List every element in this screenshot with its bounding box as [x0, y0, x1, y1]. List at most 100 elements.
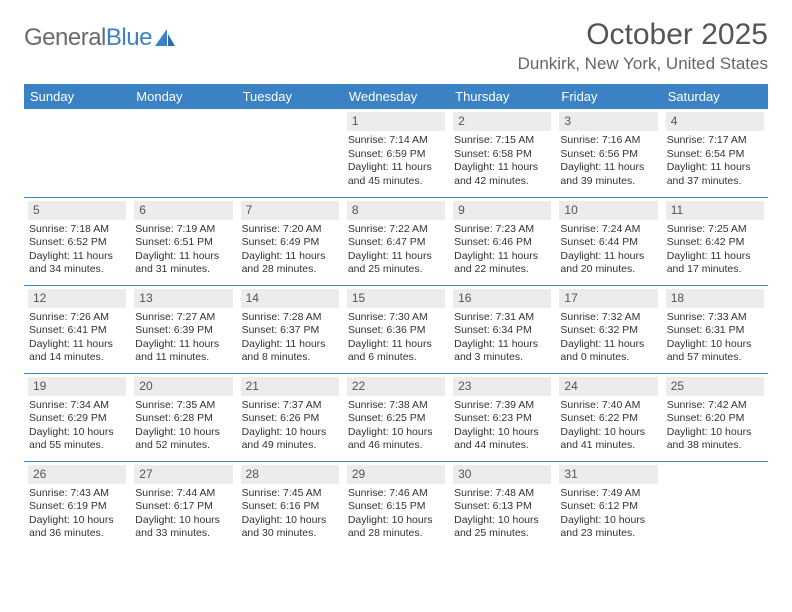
day-detail-line: Sunset: 6:19 PM: [29, 500, 125, 513]
weekday-header: Wednesday: [343, 84, 449, 109]
weekday-header: Thursday: [449, 84, 555, 109]
calendar-day-cell: 31Sunrise: 7:49 AMSunset: 6:12 PMDayligh…: [555, 461, 661, 549]
calendar-day-cell: 26Sunrise: 7:43 AMSunset: 6:19 PMDayligh…: [24, 461, 130, 549]
day-detail-line: Sunrise: 7:45 AM: [242, 487, 338, 500]
day-detail-line: Daylight: 11 hours and 37 minutes.: [667, 161, 763, 188]
day-detail-line: Sunset: 6:23 PM: [454, 412, 550, 425]
day-detail-line: Sunset: 6:41 PM: [29, 324, 125, 337]
day-detail-line: Daylight: 11 hours and 25 minutes.: [348, 250, 444, 277]
day-detail-line: Sunset: 6:31 PM: [667, 324, 763, 337]
day-detail-line: Sunset: 6:16 PM: [242, 500, 338, 513]
day-detail-line: Sunrise: 7:18 AM: [29, 223, 125, 236]
calendar-day-cell: 25 Sunrise: 7:42 AMSunset: 6:20 PMDayligh…: [662, 373, 768, 461]
calendar-day-cell: 15Sunrise: 7:30 AMSunset: 6:36 PMDayligh…: [343, 285, 449, 373]
day-detail-line: Sunset: 6:36 PM: [348, 324, 444, 337]
day-detail-line: Daylight: 10 hours and 23 minutes.: [560, 514, 656, 541]
day-number: 27: [134, 465, 232, 484]
weekday-header: Sunday: [24, 84, 130, 109]
day-detail-line: Sunset: 6:15 PM: [348, 500, 444, 513]
weekday-header: Saturday: [662, 84, 768, 109]
day-detail-line: Sunrise: 7:48 AM: [454, 487, 550, 500]
day-detail-line: Daylight: 10 hours and 36 minutes.: [29, 514, 125, 541]
day-detail-line: Daylight: 11 hours and 42 minutes.: [454, 161, 550, 188]
day-detail-text: Sunrise: 7:28 AMSunset: 6:37 PMDaylight:…: [241, 311, 339, 365]
calendar-day-cell: 28Sunrise: 7:45 AMSunset: 6:16 PMDayligh…: [237, 461, 343, 549]
day-number: 6: [134, 201, 232, 220]
day-detail-line: Sunrise: 7:42 AM: [667, 399, 763, 412]
day-number: 14: [241, 289, 339, 308]
day-detail-line: Daylight: 11 hours and 22 minutes.: [454, 250, 550, 277]
day-detail-line: Sunrise: 7:25 AM: [667, 223, 763, 236]
day-detail-line: Sunrise: 7:33 AM: [667, 311, 763, 324]
day-detail-line: Sunset: 6:56 PM: [560, 148, 656, 161]
calendar-day-cell: 21Sunrise: 7:37 AMSunset: 6:26 PMDayligh…: [237, 373, 343, 461]
brand-sail-icon: [154, 28, 176, 48]
month-title: October 2025: [518, 18, 768, 52]
day-detail-text: Sunrise: 7:35 AMSunset: 6:28 PMDaylight:…: [134, 399, 232, 453]
day-detail-line: Daylight: 11 hours and 45 minutes.: [348, 161, 444, 188]
calendar-day-cell: [130, 109, 236, 197]
day-number: 28: [241, 465, 339, 484]
calendar-table: Sunday Monday Tuesday Wednesday Thursday…: [24, 84, 768, 549]
day-detail-line: Sunset: 6:51 PM: [135, 236, 231, 249]
day-detail-text: Sunrise: 7:48 AMSunset: 6:13 PMDaylight:…: [453, 487, 551, 541]
day-detail-text: Sunrise: 7:19 AMSunset: 6:51 PMDaylight:…: [134, 223, 232, 277]
day-detail-line: Daylight: 11 hours and 8 minutes.: [242, 338, 338, 365]
day-detail-text: Sunrise: 7:34 AMSunset: 6:29 PMDaylight:…: [28, 399, 126, 453]
day-detail-text: Sunrise: 7:43 AMSunset: 6:19 PMDaylight:…: [28, 487, 126, 541]
day-detail-line: Sunrise: 7:40 AM: [560, 399, 656, 412]
day-detail-text: Sunrise: 7:20 AMSunset: 6:49 PMDaylight:…: [241, 223, 339, 277]
day-detail-text: Sunrise: 7:26 AMSunset: 6:41 PMDaylight:…: [28, 311, 126, 365]
day-number: 25: [666, 377, 764, 396]
day-detail-line: Daylight: 10 hours and 33 minutes.: [135, 514, 231, 541]
day-detail-line: Sunrise: 7:31 AM: [454, 311, 550, 324]
day-detail-line: Sunrise: 7:26 AM: [29, 311, 125, 324]
day-detail-line: Daylight: 11 hours and 31 minutes.: [135, 250, 231, 277]
day-number: 29: [347, 465, 445, 484]
calendar-day-cell: 5Sunrise: 7:18 AMSunset: 6:52 PMDaylight…: [24, 197, 130, 285]
brand-part2: Blue: [106, 24, 152, 52]
day-detail-text: Sunrise: 7:25 AMSunset: 6:42 PMDaylight:…: [666, 223, 764, 277]
calendar-day-cell: 6 Sunrise: 7:19 AMSunset: 6:51 PMDaylight…: [130, 197, 236, 285]
weekday-header: Monday: [130, 84, 236, 109]
day-detail-text: Sunrise: 7:49 AMSunset: 6:12 PMDaylight:…: [559, 487, 657, 541]
calendar-day-cell: 4Sunrise: 7:17 AMSunset: 6:54 PMDaylight…: [662, 109, 768, 197]
day-detail-line: Daylight: 11 hours and 11 minutes.: [135, 338, 231, 365]
day-number: 10: [559, 201, 657, 220]
day-detail-text: Sunrise: 7:40 AMSunset: 6:22 PMDaylight:…: [559, 399, 657, 453]
day-detail-line: Sunset: 6:42 PM: [667, 236, 763, 249]
calendar-day-cell: [24, 109, 130, 197]
calendar-week-row: 1Sunrise: 7:14 AMSunset: 6:59 PMDaylight…: [24, 109, 768, 197]
day-detail-line: Sunrise: 7:44 AM: [135, 487, 231, 500]
day-detail-line: Daylight: 10 hours and 57 minutes.: [667, 338, 763, 365]
day-detail-line: Sunset: 6:44 PM: [560, 236, 656, 249]
calendar-day-cell: 22Sunrise: 7:38 AMSunset: 6:25 PMDayligh…: [343, 373, 449, 461]
day-number: 3: [559, 112, 657, 131]
location-text: Dunkirk, New York, United States: [518, 54, 768, 74]
calendar-day-cell: 18Sunrise: 7:33 AMSunset: 6:31 PMDayligh…: [662, 285, 768, 373]
brand-logo: GeneralBlue: [24, 18, 176, 52]
calendar-day-cell: 27 Sunrise: 7:44 AMSunset: 6:17 PMDayligh…: [130, 461, 236, 549]
day-detail-line: Sunrise: 7:16 AM: [560, 134, 656, 147]
day-detail-line: Sunset: 6:58 PM: [454, 148, 550, 161]
calendar-day-cell: 10Sunrise: 7:24 AMSunset: 6:44 PMDayligh…: [555, 197, 661, 285]
day-number: 7: [241, 201, 339, 220]
day-detail-line: Sunset: 6:59 PM: [348, 148, 444, 161]
day-detail-line: Sunrise: 7:43 AM: [29, 487, 125, 500]
day-detail-line: Sunset: 6:47 PM: [348, 236, 444, 249]
day-detail-line: Sunrise: 7:27 AM: [135, 311, 231, 324]
calendar-week-row: 26Sunrise: 7:43 AMSunset: 6:19 PMDayligh…: [24, 461, 768, 549]
day-detail-line: Sunset: 6:28 PM: [135, 412, 231, 425]
calendar-day-cell: 2Sunrise: 7:15 AMSunset: 6:58 PMDaylight…: [449, 109, 555, 197]
day-detail-text: Sunrise: 7:42 AMSunset: 6:20 PMDaylight:…: [666, 399, 764, 453]
calendar-day-cell: [237, 109, 343, 197]
day-detail-line: Sunset: 6:22 PM: [560, 412, 656, 425]
day-number: 21: [241, 377, 339, 396]
day-number: 8: [347, 201, 445, 220]
day-detail-text: Sunrise: 7:44 AMSunset: 6:17 PMDaylight:…: [134, 487, 232, 541]
day-detail-line: Daylight: 11 hours and 14 minutes.: [29, 338, 125, 365]
calendar-day-cell: 8 Sunrise: 7:22 AMSunset: 6:47 PMDaylight…: [343, 197, 449, 285]
calendar-day-cell: 29Sunrise: 7:46 AMSunset: 6:15 PMDayligh…: [343, 461, 449, 549]
day-detail-text: Sunrise: 7:22 AMSunset: 6:47 PMDaylight:…: [347, 223, 445, 277]
calendar-day-cell: 19Sunrise: 7:34 AMSunset: 6:29 PMDayligh…: [24, 373, 130, 461]
